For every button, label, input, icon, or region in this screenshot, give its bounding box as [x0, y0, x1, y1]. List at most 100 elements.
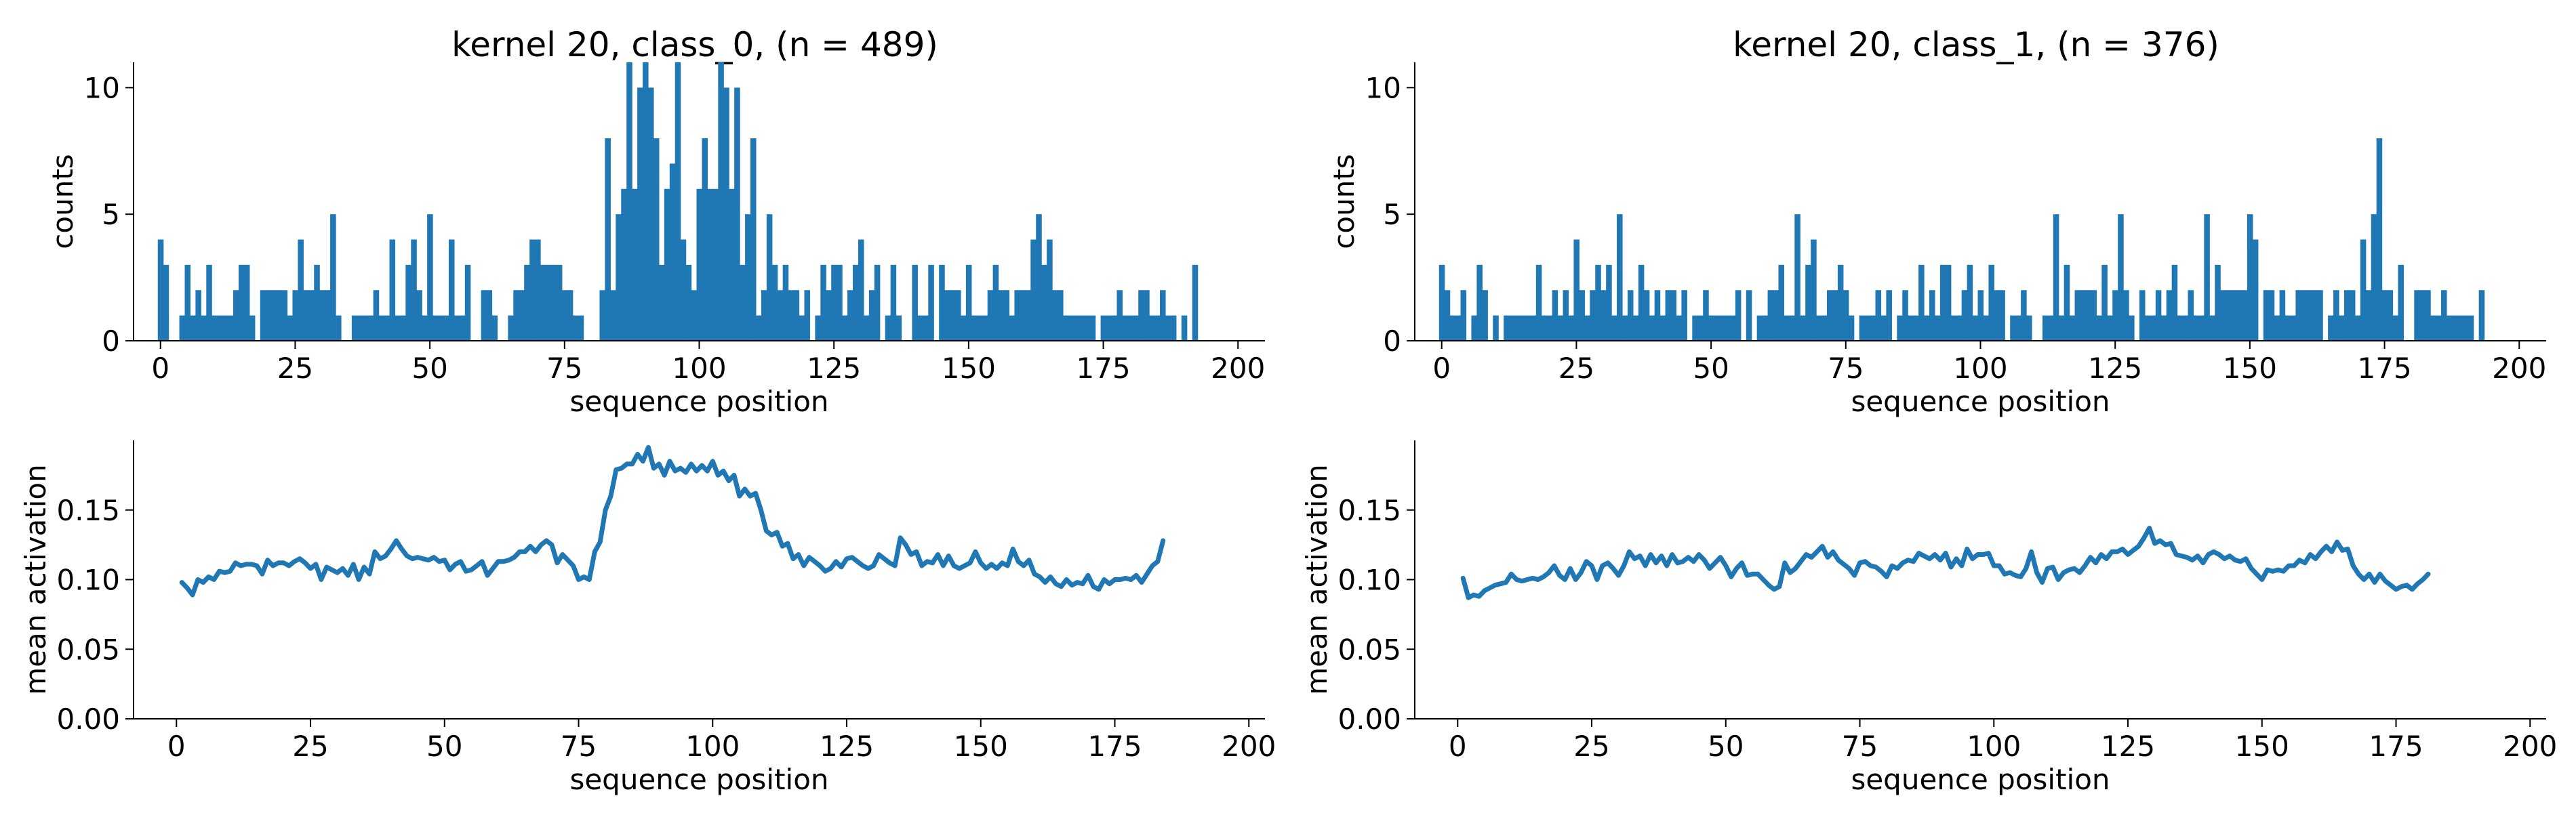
- count-bar: [2085, 290, 2092, 341]
- count-bar: [1665, 290, 1672, 341]
- count-bar: [2387, 290, 2394, 341]
- count-bar: [1460, 290, 1467, 341]
- x-tick-label: 0: [1432, 352, 1451, 385]
- x-tick-label: 150: [942, 352, 996, 385]
- count-bar: [1864, 315, 1871, 341]
- count-bar: [2462, 315, 2469, 341]
- count-bar: [2392, 315, 2399, 341]
- count-bar: [1837, 264, 1844, 341]
- y-tick-label: 0.00: [1337, 703, 1401, 736]
- count-bar: [1622, 315, 1628, 341]
- count-bar: [777, 290, 784, 341]
- count-bar: [2231, 290, 2237, 341]
- count-bar: [1047, 239, 1053, 341]
- count-bar: [1595, 264, 1601, 341]
- count-bar: [2118, 214, 2124, 341]
- count-bar: [868, 290, 875, 341]
- count-bar: [1811, 239, 1817, 341]
- count-bar: [2328, 315, 2334, 341]
- count-bar: [524, 264, 530, 341]
- count-bar: [287, 315, 294, 341]
- count-bar: [535, 239, 541, 341]
- count-bar: [1692, 315, 1698, 341]
- count-bar: [1476, 264, 1483, 341]
- count-bar: [1924, 315, 1930, 341]
- count-bar: [572, 315, 579, 341]
- y-tick-label: 0.10: [1337, 564, 1401, 597]
- count-bar: [761, 290, 767, 341]
- count-bar: [885, 315, 891, 341]
- x-tick-label: 25: [1558, 352, 1594, 385]
- count-bar: [459, 315, 466, 341]
- count-bar: [545, 264, 552, 341]
- count-bar: [2064, 264, 2070, 341]
- count-bar: [222, 315, 228, 341]
- count-bar: [2333, 290, 2339, 341]
- count-bar: [1041, 264, 1047, 341]
- count-bar: [1762, 315, 1769, 341]
- x-tick-label: 125: [820, 730, 874, 763]
- count-bar: [1681, 290, 1687, 341]
- count-bar: [1493, 315, 1499, 341]
- count-bar: [330, 214, 336, 341]
- count-bar: [1009, 315, 1015, 341]
- count-bar: [1133, 315, 1139, 341]
- count-bar: [1144, 290, 1150, 341]
- chart-title: kernel 20, class_1, (n = 376): [1733, 25, 2219, 64]
- count-bar: [766, 214, 773, 341]
- count-bar: [1525, 315, 1531, 341]
- count-bar: [238, 264, 245, 341]
- x-tick-label: 0: [1449, 730, 1467, 763]
- x-tick-label: 200: [2503, 730, 2557, 763]
- count-bar: [1908, 315, 1914, 341]
- y-axis-label: counts: [46, 154, 79, 249]
- count-bar: [653, 138, 660, 341]
- count-bar: [2425, 290, 2431, 341]
- count-bar: [427, 214, 433, 341]
- count-bar: [2468, 315, 2474, 341]
- count-bar: [2010, 315, 2016, 341]
- count-bar: [2268, 290, 2275, 341]
- count-bar: [1170, 315, 1177, 341]
- count-bar: [2279, 290, 2286, 341]
- count-bar: [1800, 315, 1806, 341]
- count-bar: [454, 315, 460, 341]
- count-bar: [1030, 239, 1037, 341]
- count-bar: [1724, 315, 1731, 341]
- count-bar: [923, 315, 929, 341]
- count-bar: [351, 315, 358, 341]
- count-bar: [2171, 264, 2178, 341]
- x-tick-label: 25: [1573, 730, 1609, 763]
- count-bar: [1859, 315, 1866, 341]
- count-bar: [2381, 290, 2388, 341]
- count-bar: [1036, 214, 1042, 341]
- count-bar: [1449, 315, 1456, 341]
- count-bar: [1590, 290, 1596, 341]
- count-bar: [2123, 290, 2129, 341]
- count-bar: [2112, 290, 2118, 341]
- count-bar: [2053, 214, 2059, 341]
- y-tick-label: 0.05: [1337, 633, 1401, 666]
- count-bar: [831, 264, 837, 341]
- x-tick-label: 50: [1693, 352, 1729, 385]
- count-bar: [599, 290, 606, 341]
- count-bar: [793, 290, 800, 341]
- count-bar: [1438, 264, 1445, 341]
- count-bar: [1058, 290, 1064, 341]
- x-tick-label: 50: [1708, 730, 1744, 763]
- count-bar: [2080, 290, 2087, 341]
- count-bar: [1584, 315, 1590, 341]
- count-bar: [976, 315, 983, 341]
- count-bar: [788, 290, 794, 341]
- count-bar: [212, 315, 218, 341]
- count-bar: [1165, 315, 1171, 341]
- x-tick-label: 125: [807, 352, 861, 385]
- count-bar: [669, 163, 676, 341]
- count-bar: [1573, 239, 1580, 341]
- count-bar: [853, 264, 859, 341]
- count-bar: [912, 264, 918, 341]
- count-bar: [1961, 290, 1968, 341]
- count-bar: [1756, 315, 1763, 341]
- count-bar: [863, 315, 870, 341]
- x-tick-label: 175: [2357, 352, 2411, 385]
